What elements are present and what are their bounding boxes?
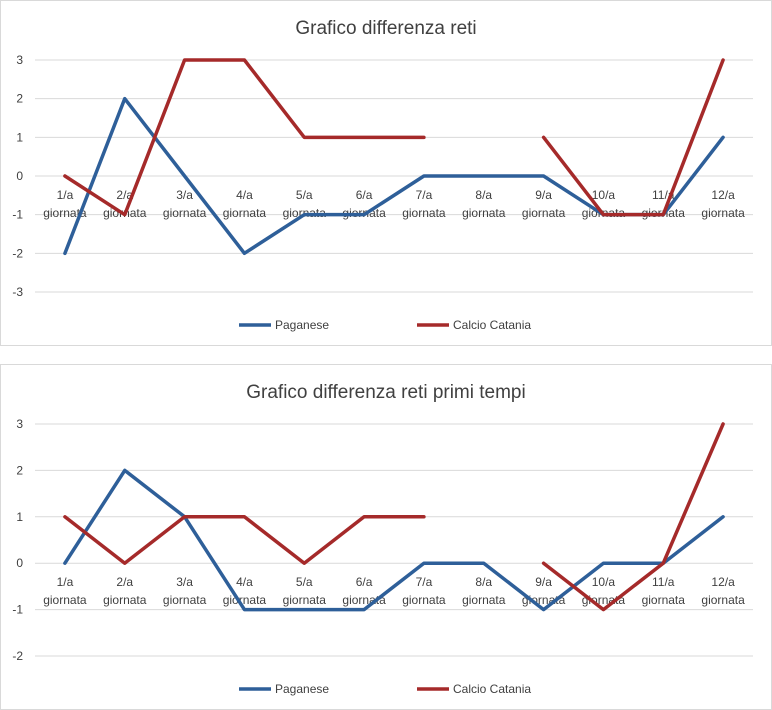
x-tick-label: 2/a giornata xyxy=(103,575,147,607)
x-tick-label: 9/a giornata xyxy=(522,575,566,607)
y-tick-label: 1 xyxy=(16,130,23,144)
chart-panel-goal-difference: Grafico differenza reti 3 2 1 0 -1 -2 -3 1/a gio… xyxy=(0,0,772,346)
chart-title: Grafico differenza reti primi tempi xyxy=(246,382,525,403)
y-tick-label: 3 xyxy=(16,53,23,67)
x-tick-label: 1/a giornata xyxy=(43,575,87,607)
y-tick-label: -1 xyxy=(12,208,23,222)
x-tick-label: 4/a giornata xyxy=(223,575,267,607)
y-tick-label: -3 xyxy=(12,285,23,299)
legend-label: Paganese xyxy=(275,318,329,332)
x-tick-label: 3/a giornata xyxy=(163,575,207,607)
x-tick-label: 6/a giornata xyxy=(342,575,386,607)
x-tick-label: 7/a giornata xyxy=(402,188,446,220)
series-line-calcio-catania xyxy=(63,515,426,565)
x-tick-label: 4/a giornata xyxy=(223,188,267,220)
y-tick-label: 2 xyxy=(16,463,23,477)
y-tick-label: 0 xyxy=(16,556,23,570)
legend-label: Paganese xyxy=(275,682,329,696)
x-tick-label: 7/a giornata xyxy=(402,575,446,607)
series-line-calcio-catania xyxy=(541,58,725,217)
x-tick-label: 8/a giornata xyxy=(462,575,506,607)
y-tick-label: -1 xyxy=(12,603,23,617)
series-line-paganese xyxy=(63,468,725,612)
y-tick-label: 1 xyxy=(16,510,23,524)
x-tick-label: 12/a giornata xyxy=(701,575,745,607)
series-line-calcio-catania xyxy=(63,58,426,217)
y-tick-label: -2 xyxy=(12,246,23,260)
y-tick-label: -2 xyxy=(12,649,23,663)
x-tick-label: 10/a giornata xyxy=(582,575,626,607)
x-tick-label: 8/a giornata xyxy=(462,188,506,220)
x-tick-label: 3/a giornata xyxy=(163,188,207,220)
chart-first-half-goal-difference: Grafico differenza reti primi tempi 3210… xyxy=(12,382,753,696)
legend-label: Calcio Catania xyxy=(453,318,531,332)
x-tick-label: 1/a giornata xyxy=(43,188,87,220)
series-line-calcio-catania xyxy=(541,422,725,612)
chart-title: Grafico differenza reti xyxy=(295,18,476,39)
x-tick-label: 12/a giornata xyxy=(701,188,745,220)
x-tick-label: 9/a giornata xyxy=(522,188,566,220)
x-tick-label: 5/a giornata xyxy=(283,575,327,607)
y-tick-label: 2 xyxy=(16,92,23,106)
y-tick-label: 3 xyxy=(16,417,23,431)
x-tick-label: 11/a giornata xyxy=(642,575,686,607)
legend-label: Calcio Catania xyxy=(453,682,531,696)
chart-goal-difference: Grafico differenza reti 3 2 1 0 -1 -2 -3 1/a gio… xyxy=(12,18,753,332)
y-tick-label: 0 xyxy=(16,169,23,183)
